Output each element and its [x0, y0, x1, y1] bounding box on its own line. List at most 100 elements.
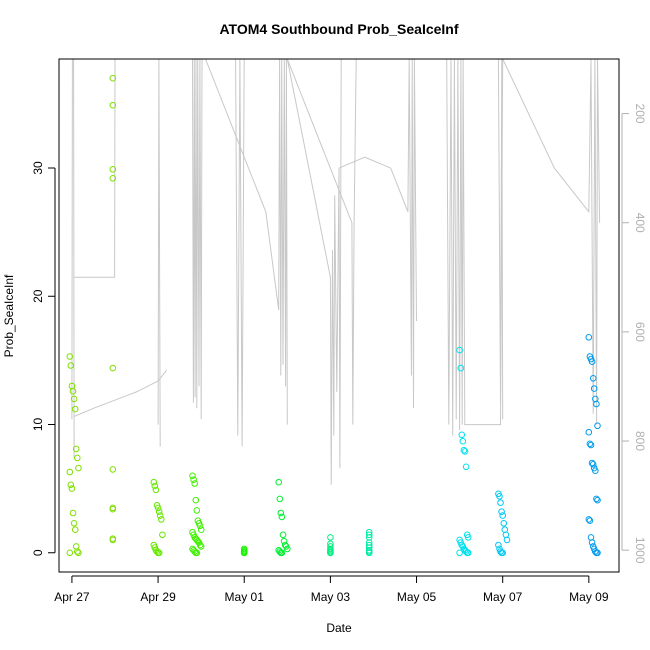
- depth-trace-segment: [468, 59, 504, 420]
- data-point: [456, 346, 463, 354]
- depth-trace-segment: [286, 59, 342, 485]
- depth-trace-segment: [347, 59, 504, 436]
- right-tick-label: 1000: [633, 537, 647, 564]
- data-point: [193, 507, 201, 514]
- data-point: [193, 549, 201, 557]
- x-tick-label: May 09: [569, 590, 609, 604]
- data-point: [67, 481, 75, 489]
- data-point: [462, 463, 470, 471]
- right-tick-label: 400: [633, 213, 647, 233]
- right-tick-label: 200: [633, 104, 647, 124]
- x-tick-label: May 05: [397, 590, 437, 604]
- data-point: [459, 437, 467, 445]
- data-point: [592, 467, 599, 475]
- data-point: [284, 545, 291, 553]
- data-point: [75, 464, 82, 472]
- depth-trace-segment: [338, 59, 417, 409]
- data-point: [589, 375, 597, 382]
- y-axis: 0 10 20 30: [31, 161, 56, 556]
- data-point: [327, 543, 334, 550]
- data-point: [152, 486, 160, 494]
- data-point: [158, 516, 165, 523]
- data-point: [365, 531, 373, 539]
- x-tick-label: May 07: [483, 590, 523, 604]
- data-point: [590, 385, 598, 392]
- data-point: [587, 441, 595, 449]
- y-tick-label: 10: [31, 418, 45, 432]
- data-point: [503, 536, 511, 544]
- data-point: [151, 482, 159, 490]
- data-point: [275, 478, 283, 486]
- y-tick-label: 20: [31, 289, 45, 303]
- data-point: [495, 541, 502, 549]
- data-point: [327, 534, 334, 541]
- data-point: [240, 549, 248, 557]
- data-point: [109, 175, 117, 182]
- data-point: [460, 446, 468, 454]
- data-point: [456, 549, 463, 557]
- x-tick-label: Apr 27: [54, 590, 90, 604]
- depth-trace-segment: [205, 59, 245, 447]
- data-point: [588, 539, 596, 546]
- data-point: [109, 536, 117, 544]
- data-point: [497, 499, 504, 507]
- depth-trace-segment: [73, 369, 168, 417]
- data-point: [365, 534, 373, 541]
- data-point: [66, 468, 74, 476]
- x-axis-label: Date: [326, 621, 352, 635]
- data-point: [66, 549, 74, 557]
- data-point: [585, 516, 593, 523]
- data-point: [500, 520, 508, 527]
- right-tick-label: 600: [633, 322, 647, 342]
- chart-title: ATOM4 Southbound Prob_SeaIceInf: [219, 21, 458, 37]
- data-point: [70, 520, 78, 527]
- y-tick-label: 30: [31, 161, 45, 175]
- data-point: [156, 512, 164, 519]
- data-point: [458, 541, 466, 549]
- data-point: [154, 504, 162, 512]
- depth-trace: [71, 59, 601, 485]
- data-point: [196, 522, 204, 530]
- plot-frame: [58, 58, 620, 573]
- x-axis: Apr 27 Apr 29 May 01 May 03 May 05 May 07 May …: [54, 575, 609, 604]
- data-point: [594, 549, 601, 557]
- depth-trace-segment: [123, 59, 203, 420]
- data-point: [74, 548, 81, 555]
- data-point: [109, 466, 117, 473]
- data-point: [585, 428, 593, 436]
- depth-trace-segment: [502, 59, 601, 425]
- data-point: [365, 539, 373, 546]
- data-point: [190, 476, 197, 484]
- data-point: [586, 440, 594, 448]
- data-point: [68, 485, 76, 492]
- data-point: [69, 509, 77, 517]
- x-tick-label: May 01: [225, 590, 265, 604]
- data-point: [155, 549, 163, 557]
- data-point: [69, 387, 77, 395]
- x-tick-label: Apr 29: [140, 590, 176, 604]
- data-point: [70, 395, 78, 403]
- data-point: [191, 480, 198, 487]
- data-point: [589, 461, 597, 468]
- data-point: [279, 531, 287, 539]
- data-point: [594, 496, 601, 504]
- y-axis-label: Prob_SeaIceInf: [2, 274, 16, 357]
- data-point: [458, 431, 466, 439]
- right-tick-label: 800: [633, 431, 647, 451]
- data-point: [593, 400, 600, 408]
- data-point: [277, 509, 285, 517]
- x-tick-label: May 03: [311, 590, 351, 604]
- data-point: [276, 495, 284, 503]
- data-point: [192, 496, 200, 504]
- data-point: [365, 549, 373, 557]
- data-point: [109, 166, 117, 173]
- data-point: [498, 508, 505, 516]
- data-point: [109, 505, 117, 513]
- data-point: [109, 74, 117, 82]
- depth-trace-segment: [157, 59, 161, 447]
- data-point: [196, 541, 204, 549]
- data-point: [281, 541, 289, 549]
- data-point: [499, 549, 507, 557]
- data-point: [464, 549, 472, 557]
- data-point: [464, 534, 472, 541]
